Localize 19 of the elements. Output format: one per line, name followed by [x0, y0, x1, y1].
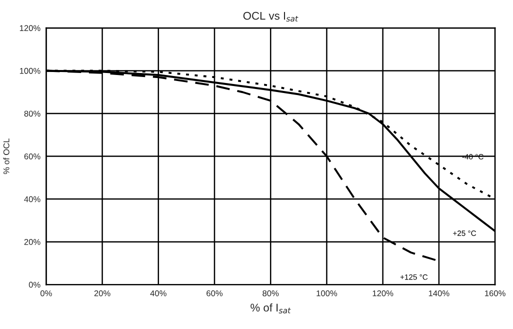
y-tick-label: 80%	[24, 110, 40, 117]
x-tick-label: 100%	[316, 290, 338, 296]
y-tick-label: 100%	[20, 68, 40, 74]
x-tick-label: 40%	[150, 290, 166, 296]
chart-title: OCL vs I$_{sat}$	[243, 12, 298, 22]
x-tick-label: 0%	[40, 290, 52, 296]
y-tick-label: 20%	[24, 239, 40, 245]
y-tick-label: 120%	[20, 25, 40, 32]
x-tick-label: 140%	[428, 290, 450, 296]
y-tick-label: 40%	[24, 196, 40, 202]
x-axis-title: % of I$_{sat}$	[250, 303, 291, 314]
y-tick-label: 60%	[24, 153, 40, 160]
x-tick-label: 20%	[94, 290, 110, 296]
x-tick-label: 160%	[485, 290, 506, 296]
y-tick-label: 0%	[28, 282, 40, 288]
x-tick-label: 80%	[262, 290, 279, 296]
y-axis-title: % of OCL	[3, 138, 10, 174]
x-tick-label: 60%	[206, 290, 223, 296]
x-tick-label: 120%	[372, 290, 394, 296]
